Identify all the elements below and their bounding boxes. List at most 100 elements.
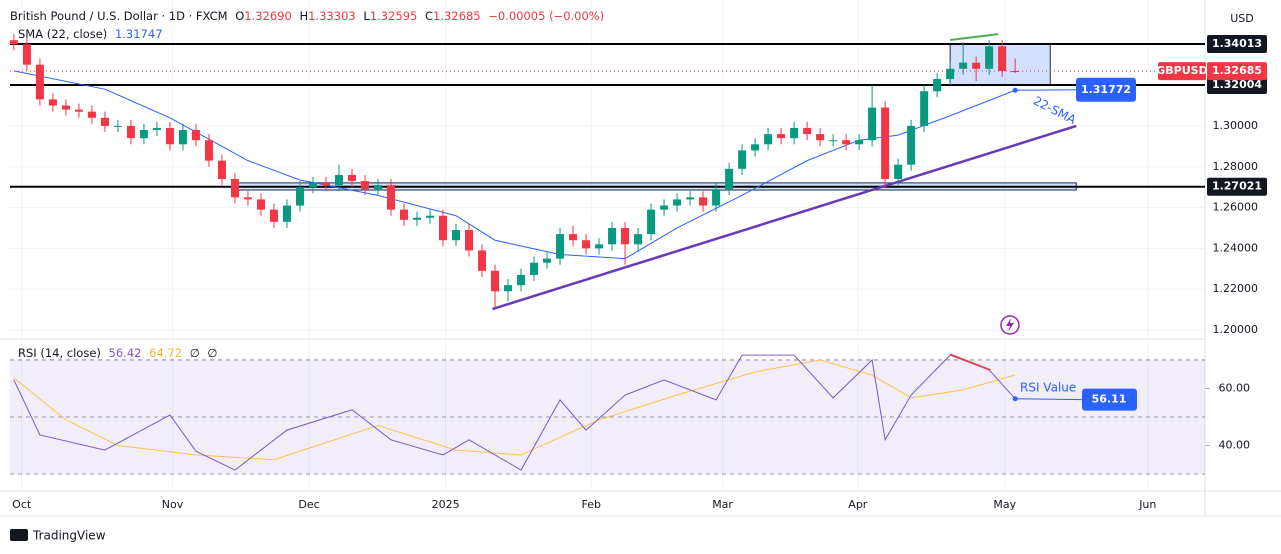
sma-note-label: 1.31772 xyxy=(1081,83,1131,96)
candle-body xyxy=(360,181,369,190)
candle-body xyxy=(439,215,448,241)
rsi-ma-line xyxy=(13,359,1016,461)
legend-header: British Pound / U.S. Dollar · 1D · FXCM … xyxy=(10,9,604,23)
currency: USD xyxy=(1230,12,1254,25)
candle-body xyxy=(738,150,747,169)
candle-body xyxy=(61,105,70,110)
rsi-note-line xyxy=(1015,398,1083,401)
candle-body xyxy=(946,68,955,79)
candle-body xyxy=(204,140,213,161)
symbol-title: British Pound / U.S. Dollar · 1D · FXCM xyxy=(10,9,228,23)
rsi-line xyxy=(13,354,1016,471)
x-tick-label: 2025 xyxy=(432,498,460,511)
candle-body xyxy=(699,197,708,206)
change: −0.00005 (−0.00%) xyxy=(488,9,604,23)
rsi-value: 56.42 xyxy=(109,346,142,360)
candle-body xyxy=(74,109,83,112)
candle-body xyxy=(22,44,31,65)
candle-body xyxy=(621,227,630,245)
candle-body xyxy=(165,127,174,145)
candle-body xyxy=(725,168,734,190)
rsi-note-box xyxy=(1082,388,1137,411)
candle-body xyxy=(478,250,487,271)
candle-body xyxy=(256,199,265,210)
last-price-label: 1.32685 xyxy=(1212,64,1262,77)
candle-body xyxy=(517,274,526,286)
candle-body xyxy=(712,189,721,206)
candle-body xyxy=(282,205,291,222)
candle-body xyxy=(334,174,343,186)
candle-body xyxy=(308,183,317,188)
candle-body xyxy=(985,46,994,69)
candle-body xyxy=(881,107,890,180)
x-tick-label: May xyxy=(993,498,1016,511)
highs-line xyxy=(950,33,999,41)
rsi-ma-value: 64.72 xyxy=(149,346,182,360)
candle-body xyxy=(816,134,825,141)
candle-body xyxy=(35,64,44,100)
candle-body xyxy=(530,262,539,275)
y-tick-label: 1.26000 xyxy=(1213,201,1259,214)
candle-body xyxy=(998,46,1007,72)
candle-body xyxy=(230,179,239,198)
candle-body xyxy=(582,240,591,249)
candle-body xyxy=(907,125,916,165)
candle-body xyxy=(855,140,864,145)
trendline xyxy=(492,124,1077,311)
candle-body xyxy=(556,234,565,259)
ohlc-key: H xyxy=(299,9,308,23)
alert-icon[interactable] xyxy=(1000,315,1020,335)
candle-body xyxy=(217,160,226,180)
candle-body xyxy=(465,230,474,251)
candle-body xyxy=(543,258,552,263)
sma-name: SMA (22, close) xyxy=(18,27,107,41)
candle-body xyxy=(1011,71,1020,73)
rsi-tick-label: 40.00 xyxy=(1219,439,1251,452)
level-tag xyxy=(1207,76,1267,95)
candle-body xyxy=(595,244,604,249)
candle-body xyxy=(894,164,903,180)
rsi-extra: ∅ xyxy=(207,346,217,360)
candle-body xyxy=(100,117,109,126)
rsi-legend: RSI (14, close) 56.42 64.72 ∅ ∅ xyxy=(18,346,217,360)
candle-body xyxy=(113,125,122,127)
candle-body xyxy=(777,134,786,139)
candle-body xyxy=(399,209,408,220)
candle-body xyxy=(87,111,96,118)
rsi-peak-line xyxy=(949,353,991,371)
alert-bolt xyxy=(1006,318,1014,332)
candle-body xyxy=(790,127,799,139)
candle-body xyxy=(243,197,252,200)
sma-note-box xyxy=(1076,77,1136,102)
candle-body xyxy=(959,62,968,69)
candle-body xyxy=(178,130,187,145)
level-label: 1.34013 xyxy=(1212,37,1262,50)
symbol-label: GBPUSD xyxy=(1156,64,1207,77)
sma-value: 1.31747 xyxy=(115,27,163,41)
candle-body xyxy=(452,230,461,241)
sma-note-line xyxy=(1015,89,1077,91)
candle-body xyxy=(491,270,500,292)
candle-body xyxy=(764,134,773,145)
rsi-extra: ∅ xyxy=(190,346,200,360)
y-tick-label: 1.22000 xyxy=(1213,282,1259,295)
level-tag xyxy=(1207,177,1267,196)
brand-logo xyxy=(10,529,28,541)
candle-body xyxy=(269,209,278,222)
candle-body xyxy=(191,130,200,141)
x-tick-label: Apr xyxy=(848,498,868,511)
symbol-tag xyxy=(1158,62,1206,81)
candle-body xyxy=(126,125,135,139)
candle-body xyxy=(139,130,148,139)
y-tick-label: 1.24000 xyxy=(1213,241,1259,254)
candle-body xyxy=(426,215,435,218)
candle-body xyxy=(347,174,356,182)
candle-body xyxy=(504,285,513,292)
x-tick-label: Oct xyxy=(12,498,32,511)
rsi-tick-label: 60.00 xyxy=(1219,381,1251,394)
candle-body xyxy=(152,127,161,131)
candle-body xyxy=(933,78,942,92)
y-tick-label: 1.20000 xyxy=(1213,323,1259,336)
ohlc-value: 1.32595 xyxy=(370,9,418,23)
candle-body xyxy=(413,217,422,220)
